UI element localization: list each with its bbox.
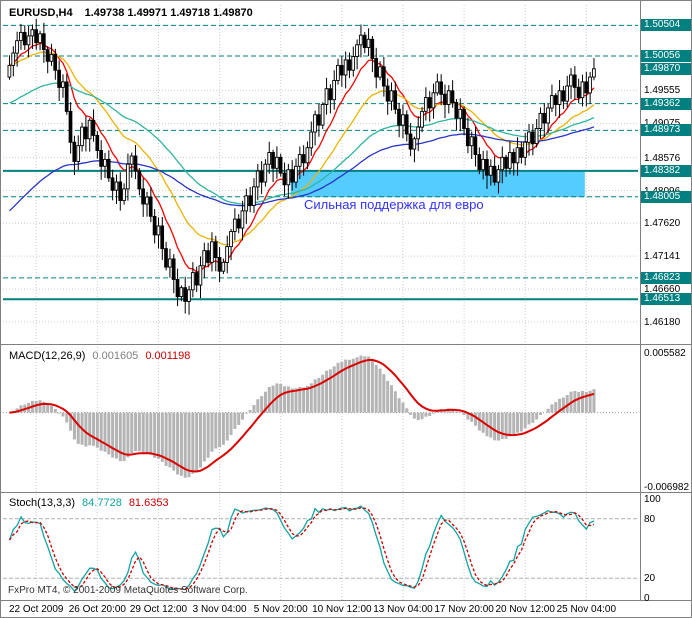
price-scale-label: 1.48576 <box>644 152 681 164</box>
price-level-badge: 1.50056 <box>641 50 691 63</box>
price-scale-label: 1.46660 <box>644 284 681 296</box>
price-level-badge: 1.48973 <box>641 124 691 137</box>
price-level-badge: 1.50504 <box>641 19 691 32</box>
time-scale-label: 22 Oct 2009 <box>8 604 64 615</box>
time-scale[interactable]: 22 Oct 2009 26 Oct 20:00 29 Oct 12:00 3 Nov… <box>1 602 691 617</box>
macd-label: MACD(12,26,9) <box>9 350 86 362</box>
price-scale-label: 1.47620 <box>644 218 681 230</box>
macd-scale-label: -0.006982 <box>644 481 690 493</box>
price-scale-label: 1.47141 <box>644 251 681 263</box>
stoch-indicator-title: Stoch(13,3,3) 84.7728 81.6353 <box>9 497 169 509</box>
moving-average-24 <box>9 51 595 246</box>
price-scale-label: 1.49555 <box>644 85 681 97</box>
macd-main-value: 0.001605 <box>92 350 139 362</box>
price-level-badge: 1.48382 <box>641 164 691 177</box>
panel-separators <box>1 1 691 601</box>
stoch-scale-label: 20 <box>644 573 656 585</box>
chart-title: EURUSD,H4 1.49738 1.49971 1.49718 1.49870 <box>9 7 257 19</box>
macd-histogram <box>8 355 596 478</box>
price-scale[interactable]: 1.495551.490751.485761.480961.476201.471… <box>641 1 691 604</box>
time-scale-label: 3 Nov 04:00 <box>192 604 247 615</box>
time-scale-label: 13 Nov 04:00 <box>373 604 433 615</box>
time-scale-label: 20 Nov 12:00 <box>495 604 555 615</box>
price-level-badge: 1.49362 <box>641 97 691 110</box>
current-price-badge: 1.49870 <box>641 62 691 75</box>
moving-average-10 <box>9 42 595 273</box>
copyright-text: FxPro MT4, © 2001-2009 MetaQuotes Softwa… <box>8 585 248 596</box>
macd-indicator-title: MACD(12,26,9) 0.001605 0.001198 <box>9 350 190 362</box>
candles <box>7 18 596 315</box>
price-level-badge: 1.46823 <box>641 271 691 284</box>
price-scale-label: 1.46180 <box>644 317 681 328</box>
time-scale-label: 17 Nov 20:00 <box>434 604 494 615</box>
time-scale-label: 25 Nov 04:00 <box>556 604 617 615</box>
symbol-timeframe: EURUSD,H4 <box>9 7 73 19</box>
time-scale-label: 29 Oct 12:00 <box>129 604 188 615</box>
stoch-main-value: 84.7728 <box>82 497 122 509</box>
stoch-signal-value: 81.6353 <box>128 497 169 509</box>
ohlc-values: 1.49738 1.49971 1.49718 1.49870 <box>84 7 253 19</box>
time-scale-label: 5 Nov 20:00 <box>253 604 308 615</box>
moving-average-55 <box>9 82 595 205</box>
grid-vertical-lines <box>35 5 587 600</box>
stoch-label: Stoch(13,3,3) <box>9 497 76 509</box>
time-scale-label: 26 Oct 20:00 <box>68 604 126 615</box>
price-level-badge: 1.48005 <box>641 190 691 203</box>
stoch-signal-line <box>8 507 595 590</box>
stoch-scale-label: 0 <box>644 593 650 604</box>
stoch-scale-label: 100 <box>644 494 661 505</box>
price-scale-label: 1.49075 <box>644 118 680 129</box>
support-zone-rect[interactable] <box>290 171 585 198</box>
price-level-badge: 1.46513 <box>641 293 691 306</box>
macd-signal-value: 0.001198 <box>145 350 191 362</box>
macd-signal-line <box>9 358 595 473</box>
time-scale-label: 10 Nov 12:00 <box>312 604 372 615</box>
macd-scale-label: 0.005582 <box>644 348 686 360</box>
price-level-lines <box>3 24 638 301</box>
support-annotation-text[interactable]: Сильная поддержка для евро <box>304 197 484 212</box>
stoch-scale-label: 80 <box>644 513 656 525</box>
